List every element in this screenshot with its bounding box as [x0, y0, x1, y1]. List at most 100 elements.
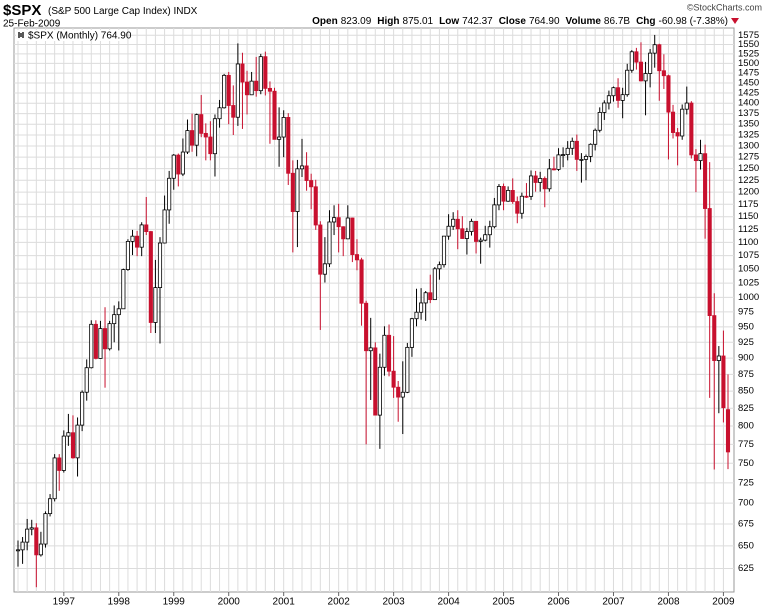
candle-body	[533, 175, 538, 183]
x-tick-label: 2003	[382, 597, 405, 608]
candle-body	[130, 235, 135, 242]
candle-body	[176, 154, 181, 175]
candle-body	[162, 209, 167, 244]
candle-body	[551, 168, 556, 171]
y-tick-label: 1100	[738, 237, 758, 248]
candle-body	[194, 114, 199, 146]
candle-body	[670, 111, 676, 133]
candle-body	[611, 87, 616, 97]
candle-body	[350, 217, 355, 255]
y-tick-label: 850	[738, 386, 754, 397]
candle-body	[231, 105, 236, 118]
plot-area	[13, 27, 735, 593]
candle-body	[377, 366, 382, 416]
candle-body	[34, 527, 39, 556]
candle-body	[157, 242, 163, 288]
candle-body	[698, 153, 703, 162]
x-tick-label: 2005	[492, 597, 515, 608]
x-tick-label: 1999	[163, 597, 186, 608]
y-tick-label: 725	[738, 477, 754, 488]
y-tick-label: 1475	[738, 68, 759, 79]
candle-body	[217, 107, 222, 120]
candle-body	[382, 334, 387, 368]
candle-body	[57, 457, 62, 471]
candle-body	[707, 208, 712, 317]
quote-label: Chg	[636, 16, 655, 27]
y-tick-label: 1125	[738, 224, 758, 235]
candle-body	[391, 370, 396, 388]
candle-body	[222, 74, 227, 109]
y-tick-label: 1225	[738, 175, 759, 186]
candle-body	[277, 136, 282, 140]
candle-body	[171, 154, 176, 179]
candle-body	[606, 95, 611, 104]
date: 25-Feb-2009	[3, 19, 61, 30]
candle-body	[565, 147, 570, 156]
candle-body	[506, 190, 511, 202]
candle-body	[597, 112, 602, 131]
candle-body	[226, 74, 231, 106]
candle-body	[180, 151, 185, 175]
candle-body	[244, 81, 250, 96]
y-tick-label: 825	[738, 403, 754, 414]
candle-body	[583, 156, 589, 160]
x-tick-label: 2006	[547, 597, 570, 608]
candle-body	[295, 168, 300, 212]
candle-body	[43, 513, 48, 545]
y-tick-label: 900	[738, 353, 754, 364]
candle-body	[148, 231, 153, 323]
index-name: (S&P 500 Large Cap Index) INDX	[48, 6, 198, 17]
x-tick-label: 1998	[108, 597, 131, 608]
candle-body	[48, 498, 53, 515]
candle-body	[648, 52, 653, 74]
candle-body	[208, 136, 213, 155]
y-tick-label: 1075	[738, 250, 759, 261]
y-tick-label: 1025	[738, 278, 759, 289]
candle-body	[258, 56, 263, 92]
candle-body	[75, 424, 80, 459]
y-tick-label: 1000	[738, 292, 759, 303]
candle-body	[556, 154, 561, 170]
candle-body	[167, 177, 172, 211]
candle-body	[185, 130, 190, 153]
y-tick-label: 975	[738, 306, 754, 317]
candle-body	[299, 165, 305, 170]
quote-value: 823.09	[341, 16, 372, 27]
candle-body	[190, 130, 195, 146]
candle-body	[135, 235, 140, 248]
candle-body	[428, 292, 433, 301]
candle-body	[629, 51, 634, 71]
candle-body	[373, 347, 378, 416]
candle-body	[249, 80, 254, 96]
y-tick-label: 1400	[738, 98, 759, 109]
symbol: $SPX	[3, 2, 41, 19]
candle-body	[675, 132, 680, 137]
y-tick-label: 1050	[738, 264, 759, 275]
candle-body	[460, 228, 465, 239]
candle-body	[451, 218, 456, 227]
y-tick-label: 1325	[738, 130, 759, 141]
candle-body	[620, 94, 625, 101]
x-tick-label: 2004	[437, 597, 460, 608]
candle-body	[725, 409, 731, 453]
quote-label: Low	[439, 16, 459, 27]
quote-value: 86.7B	[604, 16, 630, 27]
candle-body	[538, 178, 543, 183]
x-tick-label: 2002	[328, 597, 351, 608]
x-tick-label: 2001	[273, 597, 296, 608]
candle-body	[542, 178, 547, 190]
candle-body	[487, 226, 492, 236]
candle-body	[638, 61, 644, 82]
candle-body	[684, 102, 689, 110]
candle-body	[93, 323, 98, 359]
exchange: INDX	[173, 6, 197, 17]
candle-body	[263, 56, 268, 89]
candle-body	[455, 218, 460, 230]
candle-body	[441, 235, 447, 266]
candle-body	[267, 87, 272, 92]
candle-body	[423, 292, 428, 304]
candle-body	[574, 140, 579, 160]
y-tick-label: 625	[738, 563, 754, 574]
axes: 625 650 675 700 725 750 775 800 825 850 875 900 925 9…	[53, 30, 759, 608]
